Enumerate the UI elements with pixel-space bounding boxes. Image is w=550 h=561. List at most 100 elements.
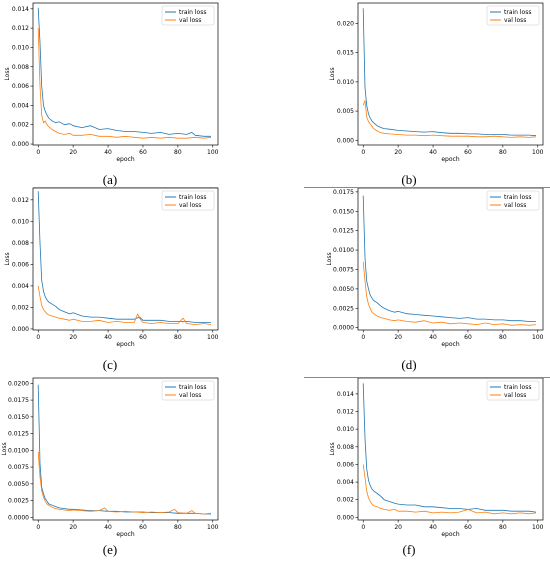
legend-entry: train loss [179, 384, 206, 391]
axes-frame [357, 187, 544, 331]
x-tick-label: 40 [429, 334, 437, 341]
legend-entry: train loss [504, 194, 531, 201]
x-tick-label: 60 [464, 149, 472, 156]
y-tick-label: 0.0025 [8, 498, 29, 505]
y-tick-label: 0.010 [12, 44, 29, 51]
x-axis-label: epoch [116, 531, 134, 538]
train-loss-line [37, 384, 211, 515]
y-tick-label: 0.002 [12, 122, 29, 129]
x-tick-label: 0 [36, 334, 40, 341]
val-loss-line [362, 464, 537, 515]
y-tick-label: 0.0075 [333, 266, 354, 273]
train-loss-line [37, 7, 211, 137]
axes-frame [357, 377, 544, 521]
y-tick-label: 0.014 [337, 391, 354, 398]
x-tick-label: 60 [139, 524, 147, 531]
y-tick-label: 0.008 [12, 240, 29, 247]
val-loss-line [37, 28, 212, 139]
y-tick-label: 0.0100 [333, 247, 354, 254]
y-tick-label: 0.015 [337, 50, 354, 57]
y-tick-label: 0.002 [337, 497, 354, 504]
y-tick-label: 0.006 [12, 83, 29, 90]
panel-label-c: (c) [102, 357, 118, 372]
x-tick-label: 100 [532, 524, 544, 531]
chart-panel: 0 20 40 60 80 100 0.000 0.002 0.004 0.006 0.008 0.0… [4, 187, 219, 348]
y-tick-label: 0.008 [337, 444, 354, 451]
legend-entry: train loss [179, 194, 206, 201]
axes-frame [32, 2, 219, 146]
y-axis-label: Loss [4, 67, 11, 80]
y-tick-label: 0.0000 [8, 514, 29, 521]
legend-entry: val loss [504, 392, 526, 399]
val-loss-line [362, 261, 537, 326]
y-tick-label: 0.014 [12, 6, 29, 13]
y-axis-label: Loss [329, 67, 336, 80]
y-tick-label: 0.010 [12, 218, 29, 225]
y-tick-label: 0.010 [337, 426, 354, 433]
train-loss-line [362, 195, 536, 322]
y-tick-label: 0.0050 [333, 286, 354, 293]
y-axis-label: Loss [326, 252, 333, 265]
val-loss-line [362, 100, 537, 138]
y-axis-label: Loss [1, 442, 8, 455]
axes-frame [32, 187, 219, 331]
panel-divider [304, 187, 550, 188]
legend-entry: train loss [179, 9, 206, 16]
chart-panel: 0 20 40 60 80 100 0.0000 0.0025 0.0050 0.0075 0.01… [1, 377, 219, 538]
chart-panel: 0 20 40 60 80 100 0.000 0.002 0.004 0.006 0.008 0.0… [329, 377, 544, 538]
y-tick-label: 0.004 [12, 283, 29, 290]
panel-label-a: (a) [102, 172, 118, 187]
x-tick-label: 0 [36, 149, 40, 156]
train-loss-line [362, 383, 537, 513]
y-tick-label: 0.0100 [8, 447, 29, 454]
legend-entry: train loss [504, 384, 531, 391]
legend-entry: val loss [179, 392, 201, 399]
x-tick-label: 60 [139, 149, 147, 156]
x-tick-label: 0 [361, 524, 365, 531]
y-tick-label: 0.0075 [8, 464, 29, 471]
y-tick-label: 0.0200 [8, 380, 29, 387]
y-tick-label: 0.004 [337, 479, 354, 486]
x-axis-label: epoch [441, 156, 459, 163]
panel-label-f: (f) [402, 542, 416, 557]
x-axis-label: epoch [441, 341, 459, 348]
y-tick-label: 0.012 [337, 409, 354, 416]
x-tick-label: 80 [174, 334, 182, 341]
chart-panel: 0 20 40 60 80 100 0.000 0.005 0.010 0.015 0.020 epo… [329, 2, 544, 163]
x-tick-label: 20 [69, 524, 77, 531]
y-tick-label: 0.000 [337, 137, 354, 144]
x-tick-label: 80 [499, 149, 507, 156]
panel-divider [33, 187, 218, 188]
legend-entry: val loss [504, 202, 526, 209]
x-tick-label: 80 [174, 149, 182, 156]
x-tick-label: 0 [36, 524, 40, 531]
y-tick-label: 0.012 [12, 197, 29, 204]
x-tick-label: 60 [464, 334, 472, 341]
y-tick-label: 0.0025 [333, 305, 354, 312]
x-tick-label: 100 [532, 149, 544, 156]
panel-label-d: (d) [401, 357, 417, 372]
x-tick-label: 20 [394, 334, 402, 341]
x-tick-label: 40 [429, 524, 437, 531]
x-axis-label: epoch [116, 156, 134, 163]
panel-divider [304, 377, 550, 378]
panel-label-e: (e) [102, 542, 118, 557]
x-tick-label: 20 [69, 334, 77, 341]
train-loss-line [362, 8, 537, 137]
x-tick-label: 80 [499, 524, 507, 531]
y-axis-label: Loss [4, 252, 11, 265]
y-axis-label: Loss [329, 442, 336, 455]
y-tick-label: 0.000 [12, 326, 29, 333]
x-tick-label: 20 [394, 524, 402, 531]
x-tick-label: 100 [207, 149, 219, 156]
y-tick-label: 0.0125 [333, 228, 354, 235]
x-tick-label: 100 [207, 334, 219, 341]
y-tick-label: 0.0175 [8, 397, 29, 404]
x-tick-label: 20 [69, 149, 77, 156]
x-tick-label: 40 [429, 149, 437, 156]
y-tick-label: 0.0000 [333, 325, 354, 332]
x-tick-label: 60 [464, 524, 472, 531]
